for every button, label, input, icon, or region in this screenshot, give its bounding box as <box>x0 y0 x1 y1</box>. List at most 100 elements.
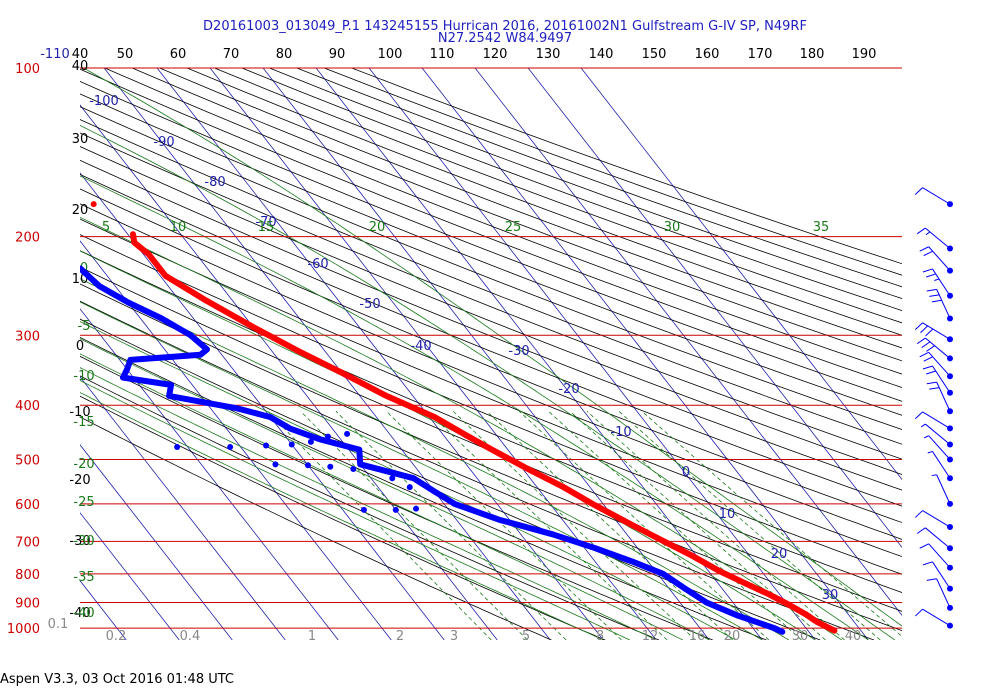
mixing-ratio-label: 12 <box>642 629 659 644</box>
mixing-ratio-label: 3 <box>450 629 458 644</box>
mixing-ratio-line <box>618 410 881 640</box>
temperature-profile <box>130 231 838 634</box>
wind-barb-feather <box>926 345 935 352</box>
dewpoint-point <box>406 484 413 491</box>
dry-adiabat-line <box>80 159 902 491</box>
dry-adiabat-line <box>80 250 902 594</box>
isotherm-label: -100 <box>89 94 119 109</box>
top-axis-label: 140 <box>589 47 614 62</box>
wind-barb-feather <box>914 510 923 518</box>
wind-barb-staff <box>936 578 951 609</box>
isotherm-line <box>474 68 902 616</box>
isotherm-line <box>0 68 20 640</box>
mixing-ratio-line <box>586 410 845 640</box>
mixing-ratio-line <box>267 410 492 640</box>
wind-barb-feather <box>916 227 926 235</box>
mixing-ratio-label: 0.4 <box>180 629 201 644</box>
isotherm-label: -20 <box>558 382 579 397</box>
left-column-label: -40 <box>69 606 90 621</box>
isotherm-line <box>0 68 73 640</box>
isotherm-label: 10 <box>719 507 736 522</box>
isotherm-label: -40 <box>410 339 431 354</box>
wind-barb-feather <box>923 250 933 257</box>
wind-barb-feather <box>919 543 929 549</box>
chart-title-line2: N27.2542 W84.9497 <box>438 31 572 46</box>
wind-barb-staff <box>922 322 951 340</box>
moist-adiabat-label: 15 <box>258 220 275 235</box>
wind-barb-feather <box>922 365 933 370</box>
wind-barb-feather <box>914 608 923 617</box>
wind-barb-staff <box>932 451 951 479</box>
isotherm-label: 0 <box>682 465 690 480</box>
wind-barb-staff <box>936 289 951 319</box>
pressure-label: 300 <box>15 329 40 344</box>
wind-barb-staff <box>925 227 951 249</box>
wind-barb-staff <box>932 365 951 394</box>
isotherm-label: -60 <box>307 257 328 272</box>
chart-title-line1: D20161003_013049_P.1 143245155 Hurrican … <box>203 19 807 34</box>
wind-barbs <box>914 187 953 629</box>
wind-barb-staff <box>932 268 951 296</box>
moist-adiabat-label: 25 <box>505 220 522 235</box>
mixing-ratio-label: 1 <box>308 629 316 644</box>
dry-adiabat-line <box>80 80 902 402</box>
wind-barb-feather <box>922 268 933 273</box>
wind-barb-feather <box>929 294 940 297</box>
dry-adiabat-line <box>80 337 767 640</box>
dry-adiabat-line <box>241 68 902 312</box>
mixing-ratio-line <box>641 410 902 637</box>
left-column-label: 30 <box>72 132 89 147</box>
mixing-ratio-label: 20 <box>724 629 741 644</box>
wind-barb-half-feather <box>934 278 940 281</box>
top-axis-label: 90 <box>329 47 346 62</box>
dewpoint-point <box>389 475 396 482</box>
top-axis-label: 150 <box>642 47 667 62</box>
wind-barb-staff <box>928 543 951 569</box>
left-column-label: -20 <box>69 473 90 488</box>
moist-adiabat-left-label: -30 <box>73 534 94 549</box>
pressure-label: 800 <box>15 568 40 583</box>
top-axis-label: 110 <box>430 47 455 62</box>
top-axis-label: -110 <box>40 47 70 62</box>
dry-adiabat-line <box>80 355 713 640</box>
isotherm-line <box>368 68 816 640</box>
dewpoint-point <box>288 441 295 448</box>
wind-barb-feather <box>920 325 929 334</box>
dewpoint-point <box>307 438 314 445</box>
top-axis-label: 60 <box>170 47 187 62</box>
moist-adiabat-left-label: -25 <box>73 495 94 510</box>
wind-barb-feather <box>916 527 926 534</box>
wind-barb-staff <box>936 474 951 505</box>
left-column-label: -30 <box>69 534 90 549</box>
dry-adiabat-line <box>214 68 902 324</box>
dewpoint-profile <box>80 265 786 635</box>
dry-adiabat-line <box>80 375 660 640</box>
isotherm-label: -30 <box>508 344 529 359</box>
dewpoint-point <box>360 506 367 513</box>
dry-adiabat-line <box>186 68 902 336</box>
mixing-ratio-line <box>486 410 733 640</box>
dewpoint-point <box>272 461 279 468</box>
mixing-ratio-line <box>427 410 668 640</box>
wind-barb-feather <box>914 411 923 420</box>
dry-adiabat-line <box>80 300 875 640</box>
mixing-ratio-label: 2 <box>396 629 404 644</box>
moist-adiabat-label: 5 <box>102 220 110 235</box>
dewpoint-point <box>227 444 234 451</box>
pressure-label: 100 <box>15 62 40 77</box>
moist-adiabat-label: 30 <box>664 220 681 235</box>
isotherm-label: -80 <box>204 175 225 190</box>
isotherm-label: -90 <box>153 135 174 150</box>
dry-adiabat-line <box>80 188 902 523</box>
mixing-ratio-label: 40 <box>845 629 862 644</box>
dry-adiabat-line <box>80 318 821 640</box>
dewpoint-point <box>392 506 399 513</box>
wind-barb-half-feather <box>920 423 926 428</box>
wind-barb-feather <box>914 187 923 195</box>
left-column-label: -10 <box>69 405 90 420</box>
wind-barb-half-feather <box>927 450 933 454</box>
top-axis-label: 80 <box>276 47 293 62</box>
moist-adiabat-label: 10 <box>170 220 187 235</box>
